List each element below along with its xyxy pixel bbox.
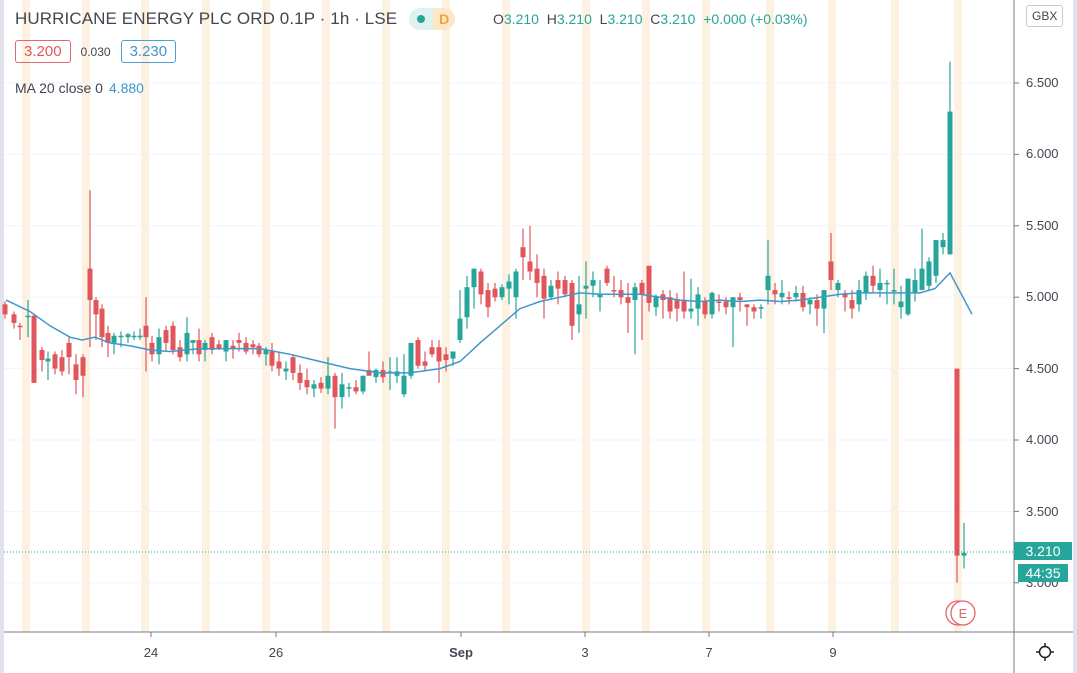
buy-ask-button[interactable]: 3.230 [120, 40, 177, 63]
time-tick-label: 3 [581, 645, 589, 660]
ma-indicator-legend[interactable]: MA 20 close 0 4.880 [15, 80, 144, 96]
bid-ask-panel: 3.200 0.030 3.230 [15, 40, 177, 63]
settings-gear-icon[interactable] [1035, 642, 1055, 662]
delayed-badge: D [433, 8, 456, 30]
change-value: +0.000 (+0.03%) [703, 11, 808, 27]
time-tick-label: 7 [705, 645, 713, 660]
open-value: 3.210 [503, 11, 539, 27]
time-tick-label: Sep [449, 645, 473, 660]
ma-value: 4.880 [108, 80, 144, 96]
svg-text:E: E [959, 606, 968, 621]
candles [2, 61, 967, 583]
market-status-pill[interactable]: D [409, 8, 456, 30]
symbol-title[interactable]: HURRICANE ENERGY PLC ORD 0.1P · 1h · LSE [15, 9, 398, 28]
time-tick-marks [150, 632, 834, 637]
bar-countdown-tag: 44:35 [1018, 564, 1068, 582]
last-price-tag: 3.210 [1014, 542, 1072, 560]
right-border [1073, 0, 1077, 673]
ohlc-values: O3.210 H3.210 L3.210 C3.210 +0.000 (+0.0… [493, 11, 808, 27]
price-tick-label: 5.000 [1026, 289, 1059, 304]
open-label: O [493, 11, 504, 27]
close-value: 3.210 [660, 11, 696, 27]
market-open-dot-icon [417, 15, 426, 23]
chart-header: HURRICANE ENERGY PLC ORD 0.1P · 1h · LSE… [15, 8, 456, 30]
session-stripes [22, 0, 962, 632]
low-value: 3.210 [607, 11, 643, 27]
earnings-marker-icon[interactable]: E [945, 598, 979, 628]
close-label: C [650, 11, 661, 27]
spread-value: 0.030 [80, 44, 111, 59]
ma-label: MA 20 close 0 [15, 80, 103, 96]
price-tick-label: 5.500 [1026, 218, 1059, 233]
currency-button[interactable]: GBX [1026, 5, 1064, 27]
time-tick-label: 9 [829, 645, 837, 660]
price-tick-label: 3.500 [1026, 504, 1059, 519]
grid-lines [4, 82, 1014, 584]
time-tick-label: 24 [143, 645, 159, 660]
sell-bid-button[interactable]: 3.200 [15, 40, 71, 63]
high-value: 3.210 [556, 11, 592, 27]
time-tick-label: 26 [268, 645, 284, 660]
low-label: L [599, 11, 608, 27]
price-tick-marks [1014, 82, 1019, 584]
price-tick-label: 4.000 [1026, 432, 1059, 447]
ma-20-line [5, 271, 973, 374]
high-label: H [546, 11, 557, 27]
price-tick-label: 4.500 [1026, 361, 1059, 376]
left-border [0, 0, 4, 673]
price-tick-label: 6.500 [1026, 75, 1059, 90]
price-tick-label: 6.000 [1026, 146, 1059, 161]
